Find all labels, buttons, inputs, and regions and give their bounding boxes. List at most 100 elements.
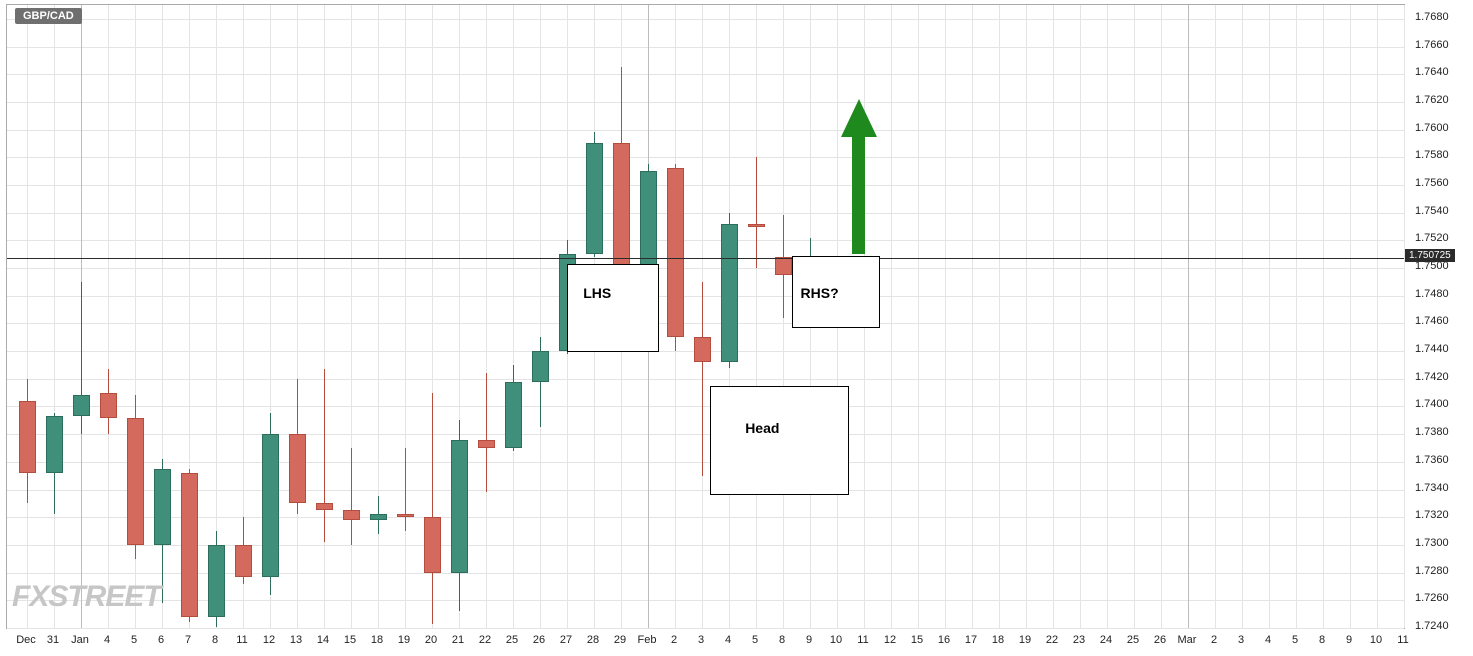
x-axis-label: Feb <box>638 634 657 646</box>
candle-wick <box>324 369 325 542</box>
gridline-horizontal <box>7 462 1404 463</box>
gridline-vertical <box>405 5 406 628</box>
candle-wick <box>702 282 703 476</box>
candle-body[interactable] <box>748 224 765 227</box>
candle-body[interactable] <box>19 401 36 473</box>
gridline-vertical <box>1026 5 1027 628</box>
gridline-vertical <box>1323 5 1324 628</box>
y-axis-label: 1.7440 <box>1415 343 1449 355</box>
current-price-line <box>7 258 1404 259</box>
candle-body[interactable] <box>181 473 198 617</box>
gridline-horizontal <box>7 240 1404 241</box>
candle-body[interactable] <box>397 514 414 517</box>
gridline-vertical <box>1404 5 1405 628</box>
y-axis-label: 1.7600 <box>1415 122 1449 134</box>
gridline-horizontal <box>7 434 1404 435</box>
gridline-vertical <box>891 5 892 628</box>
gridline-vertical <box>1188 5 1189 628</box>
x-axis-label: 18 <box>371 634 383 646</box>
x-axis-label: 19 <box>1019 634 1031 646</box>
y-axis-label: 1.7300 <box>1415 537 1449 549</box>
gridline-horizontal <box>7 517 1404 518</box>
gridline-horizontal <box>7 19 1404 20</box>
gridline-vertical <box>378 5 379 628</box>
candle-body[interactable] <box>127 418 144 545</box>
x-axis-label: 29 <box>614 634 626 646</box>
candle-body[interactable] <box>640 171 657 271</box>
x-axis-label: 9 <box>806 634 812 646</box>
x-axis-label: 25 <box>506 634 518 646</box>
candle-body[interactable] <box>667 168 684 337</box>
chart-plot-area[interactable]: HeadLHSRHS? <box>6 4 1405 629</box>
candle-wick <box>351 448 352 545</box>
x-axis-label: 5 <box>752 634 758 646</box>
candle-body[interactable] <box>208 545 225 617</box>
candle-body[interactable] <box>235 545 252 577</box>
candle-body[interactable] <box>46 416 63 473</box>
candle-body[interactable] <box>451 440 468 573</box>
x-axis-label: 25 <box>1127 634 1139 646</box>
candle-body[interactable] <box>478 440 495 448</box>
y-axis-label: 1.7280 <box>1415 565 1449 577</box>
gridline-vertical <box>1134 5 1135 628</box>
watermark-street: STREET <box>48 580 160 613</box>
gridline-horizontal <box>7 490 1404 491</box>
y-axis-label: 1.7680 <box>1415 11 1449 23</box>
candle-wick <box>405 448 406 531</box>
gridline-vertical <box>513 5 514 628</box>
x-axis-label: 2 <box>671 634 677 646</box>
x-axis-label: Dec <box>16 634 36 646</box>
x-axis-label: 12 <box>263 634 275 646</box>
gridline-vertical <box>999 5 1000 628</box>
x-axis-label: 4 <box>104 634 110 646</box>
gridline-vertical <box>1269 5 1270 628</box>
candle-wick <box>486 373 487 492</box>
candle-body[interactable] <box>100 393 117 418</box>
candle-body[interactable] <box>505 382 522 448</box>
gridline-horizontal <box>7 157 1404 158</box>
gridline-horizontal <box>7 102 1404 103</box>
candle-body[interactable] <box>775 257 792 275</box>
gridline-horizontal <box>7 296 1404 297</box>
x-axis-label: 16 <box>938 634 950 646</box>
candle-body[interactable] <box>694 337 711 362</box>
annotation-label-rhs: RHS? <box>801 285 839 301</box>
x-axis-label: 15 <box>911 634 923 646</box>
y-axis-label: 1.7360 <box>1415 454 1449 466</box>
x-axis-label: 18 <box>992 634 1004 646</box>
x-axis-label: 13 <box>290 634 302 646</box>
candle-body[interactable] <box>343 510 360 520</box>
y-axis-label: 1.7460 <box>1415 315 1449 327</box>
x-axis-label: 3 <box>1238 634 1244 646</box>
x-axis-label: 15 <box>344 634 356 646</box>
ticker-badge: GBP/CAD <box>15 8 82 24</box>
gridline-vertical <box>972 5 973 628</box>
gridline-horizontal <box>7 379 1404 380</box>
x-axis-label: 8 <box>779 634 785 646</box>
candle-body[interactable] <box>73 395 90 416</box>
gridline-vertical <box>1377 5 1378 628</box>
candle-body[interactable] <box>613 143 630 270</box>
x-axis-label: 8 <box>212 634 218 646</box>
candle-body[interactable] <box>289 434 306 503</box>
candle-body[interactable] <box>262 434 279 577</box>
candle-body[interactable] <box>154 469 171 545</box>
gridline-horizontal <box>7 323 1404 324</box>
y-axis-label: 1.7640 <box>1415 66 1449 78</box>
candle-body[interactable] <box>370 514 387 520</box>
candle-body[interactable] <box>721 224 738 362</box>
y-axis-label: 1.7620 <box>1415 94 1449 106</box>
x-axis-label: 21 <box>452 634 464 646</box>
y-axis-label: 1.7520 <box>1415 232 1449 244</box>
current-price-tag: 1.750725 <box>1405 249 1455 262</box>
y-axis-label: 1.7540 <box>1415 205 1449 217</box>
candle-body[interactable] <box>424 517 441 572</box>
gridline-vertical <box>540 5 541 628</box>
candle-body[interactable] <box>586 143 603 254</box>
y-axis-label: 1.7400 <box>1415 398 1449 410</box>
candle-body[interactable] <box>316 503 333 510</box>
gridline-vertical <box>918 5 919 628</box>
x-axis-label: 9 <box>1346 634 1352 646</box>
gridline-vertical <box>108 5 109 628</box>
candle-body[interactable] <box>532 351 549 381</box>
